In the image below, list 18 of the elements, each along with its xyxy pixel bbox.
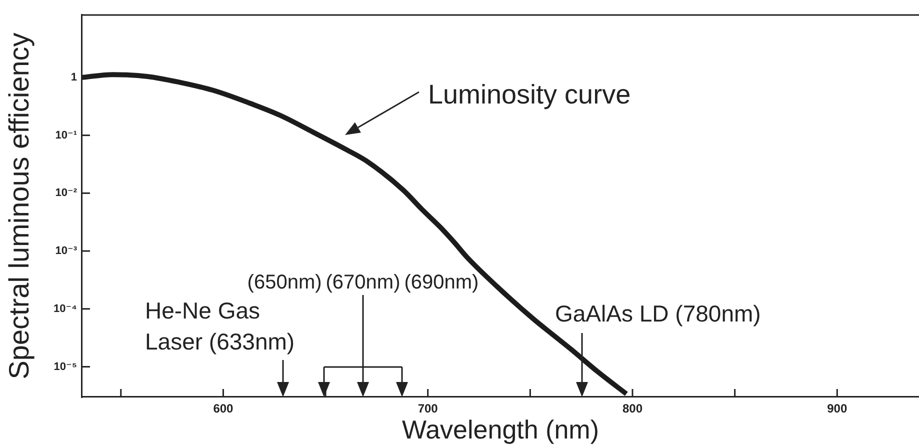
annotation: (650nm) <box>247 272 322 294</box>
annotation: (690nm) <box>404 272 479 294</box>
y-tick-label: 10⁻⁴ <box>54 302 77 315</box>
annotation: GaAlAs LD (780nm) <box>555 300 761 326</box>
y-tick-label: 1 <box>70 71 77 84</box>
y-tick-label: 10⁻³ <box>55 245 78 258</box>
y-tick-label: 10⁻¹ <box>55 129 78 142</box>
x-axis-title: Wavelength (nm) <box>402 414 599 445</box>
annotation: He-Ne Gas Laser (633nm) <box>145 297 295 354</box>
y-axis-title: Spectral luminous efficiency <box>4 32 35 380</box>
y-tick-label: 10⁻⁵ <box>54 360 77 373</box>
x-tick-label: 700 <box>418 402 438 416</box>
annotation: (670nm) <box>326 272 400 294</box>
x-tick-label: 600 <box>213 402 234 416</box>
x-tick-label: 900 <box>827 402 848 416</box>
annotation: Luminosity curve <box>428 79 631 110</box>
y-tick-label: 10⁻² <box>55 187 78 200</box>
x-tick-label: 800 <box>622 402 643 416</box>
